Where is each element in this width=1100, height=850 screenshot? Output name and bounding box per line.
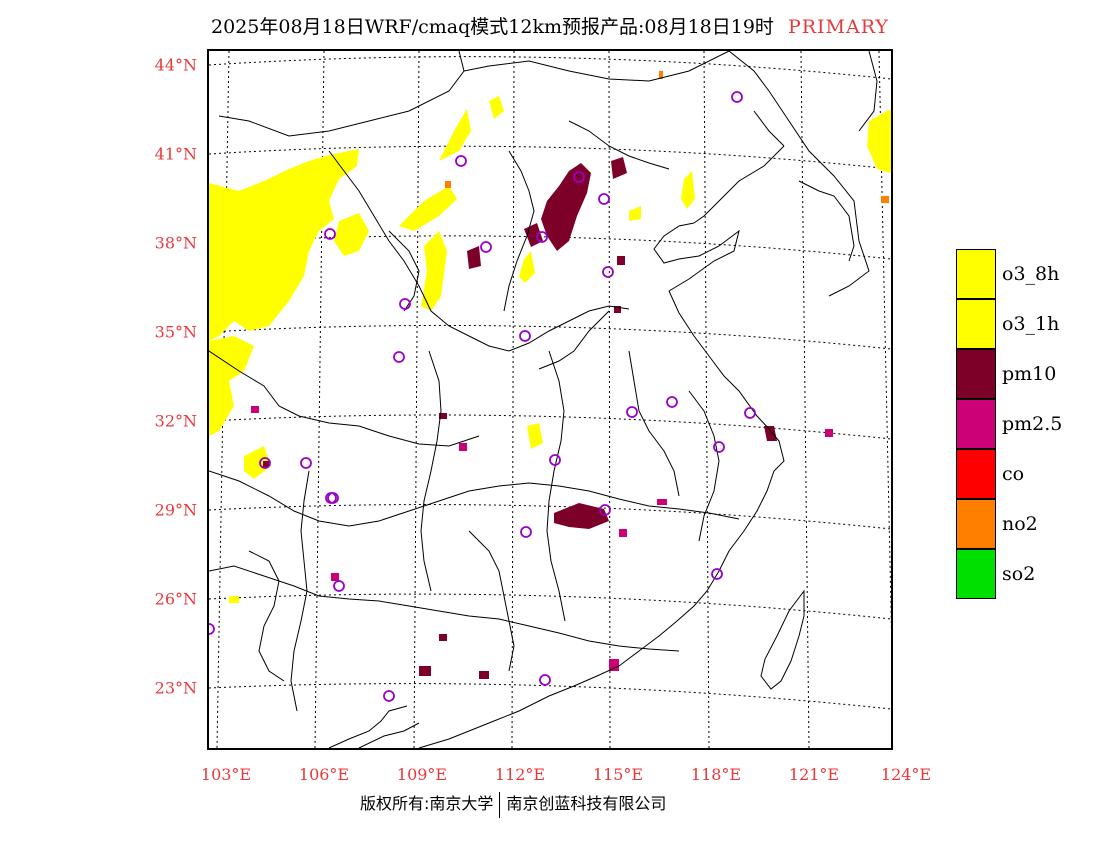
city-marker-icon <box>731 91 743 103</box>
city-marker-icon <box>383 690 395 702</box>
legend-item: so2 <box>956 549 1076 599</box>
footer-left: 版权所有:南京大学 <box>360 794 494 813</box>
lon-label: 121°E <box>788 765 840 784</box>
city-marker-icon <box>666 396 678 408</box>
city-marker-icon <box>520 526 532 538</box>
city-marker-icon <box>744 407 756 419</box>
city-marker-icon <box>259 457 271 469</box>
lon-label: 103°E <box>200 765 252 784</box>
lon-label: 115°E <box>592 765 644 784</box>
lat-label: 44°N <box>154 55 197 75</box>
lon-label: 118°E <box>690 765 742 784</box>
legend-swatch <box>956 549 996 599</box>
legend-swatch <box>956 499 996 549</box>
legend-item: o3_8h <box>956 249 1076 299</box>
city-marker-icon <box>549 454 561 466</box>
legend-label: o3_8h <box>1002 263 1060 285</box>
city-marker-icon <box>325 492 337 504</box>
longitude-gridlines <box>216 51 891 748</box>
legend-label: co <box>1002 463 1025 485</box>
legend-item: co <box>956 449 1076 499</box>
legend-label: so2 <box>1002 563 1036 585</box>
footer-right: 南京创蓝科技有限公司 <box>506 794 667 813</box>
city-marker-icon <box>711 568 723 580</box>
legend-label: o3_1h <box>1002 313 1060 335</box>
lon-label: 112°E <box>494 765 546 784</box>
lat-label: 38°N <box>154 233 197 253</box>
pm25-regions <box>251 406 833 671</box>
city-marker-icon <box>300 457 312 469</box>
legend-item: o3_1h <box>956 299 1076 349</box>
lat-label: 23°N <box>154 678 197 698</box>
ozone-regions <box>209 96 891 603</box>
city-marker-icon <box>393 351 405 363</box>
lat-label: 32°N <box>154 411 197 431</box>
city-marker-icon <box>626 406 638 418</box>
city-marker-icon <box>480 241 492 253</box>
map-title: 2025年08月18日WRF/cmaq模式12km预报产品:08月18日19时 P… <box>0 12 1100 39</box>
city-marker-icon <box>209 623 215 635</box>
footer-separator <box>499 791 501 818</box>
copyright-footer: 版权所有:南京大学 南京创蓝科技有限公司 <box>360 790 666 818</box>
city-marker-icon <box>599 504 611 516</box>
no2-regions <box>445 71 889 203</box>
lat-label: 41°N <box>154 144 197 164</box>
lat-label: 29°N <box>154 500 197 520</box>
city-marker-icon <box>519 330 531 342</box>
legend-swatch <box>956 449 996 499</box>
lon-label: 109°E <box>396 765 448 784</box>
city-markers <box>209 91 756 702</box>
map-frame <box>207 49 893 750</box>
lon-label: 106°E <box>298 765 350 784</box>
legend-item: pm2.5 <box>956 399 1076 449</box>
legend-item: pm10 <box>956 349 1076 399</box>
city-marker-icon <box>324 228 336 240</box>
lon-label: 124°E <box>880 765 932 784</box>
title-tag: PRIMARY <box>787 16 889 38</box>
lat-label: 26°N <box>154 589 197 609</box>
map-canvas <box>209 51 891 748</box>
legend-swatch <box>956 249 996 299</box>
boundary-lines <box>209 51 878 748</box>
city-marker-icon <box>333 580 345 592</box>
city-marker-icon <box>399 298 411 310</box>
legend-swatch <box>956 399 996 449</box>
legend-label: pm10 <box>1002 363 1057 385</box>
city-marker-icon <box>602 266 614 278</box>
city-marker-icon <box>598 193 610 205</box>
legend-label: no2 <box>1002 513 1038 535</box>
legend-swatch <box>956 299 996 349</box>
city-marker-icon <box>713 441 725 453</box>
legend-label: pm2.5 <box>1002 413 1063 435</box>
city-marker-icon <box>573 171 585 183</box>
city-marker-icon <box>536 231 548 243</box>
legend-item: no2 <box>956 499 1076 549</box>
legend: o3_8h o3_1h pm10 pm2.5 co no2 so2 <box>956 249 1076 599</box>
city-marker-icon <box>539 674 551 686</box>
title-main: 2025年08月18日WRF/cmaq模式12km预报产品:08月18日19时 <box>211 16 774 38</box>
legend-swatch <box>956 349 996 399</box>
city-marker-icon <box>455 155 467 167</box>
lat-label: 35°N <box>154 322 197 342</box>
